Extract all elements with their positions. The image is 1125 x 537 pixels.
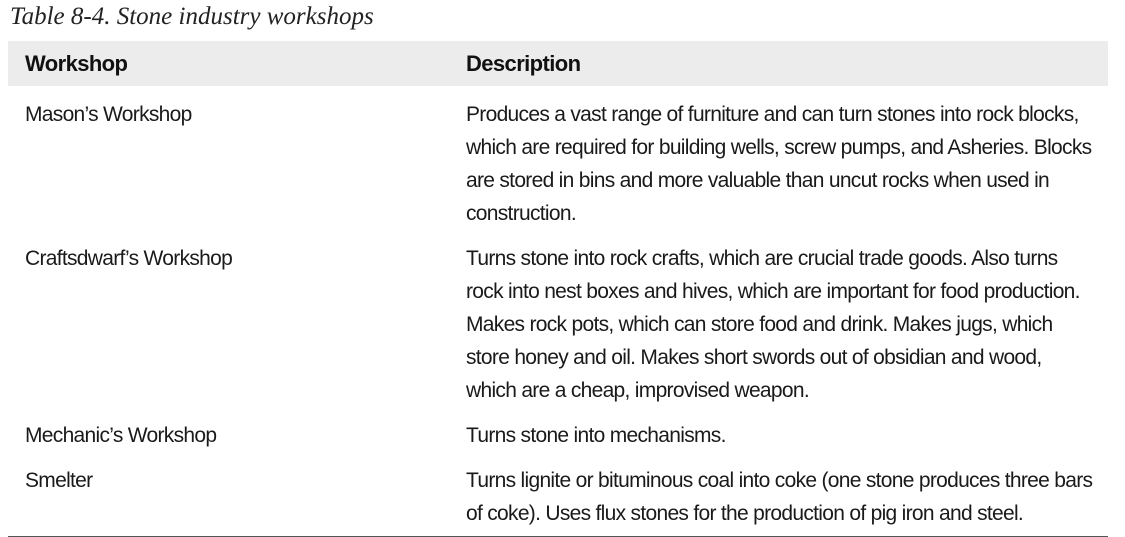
- description-cell: Turns stone into mechanisms.: [466, 424, 726, 447]
- table-row: Mechanic’s Workshop Turns stone into mec…: [8, 407, 1108, 452]
- column-header-workshop: Workshop: [25, 51, 128, 76]
- workshops-table: Workshop Description Mason’s Workshop Pr…: [8, 41, 1108, 537]
- table-caption: Table 8-4. Stone industry workshops: [10, 3, 374, 30]
- table-row: Craftsdwarf’s Workshop Turns stone into …: [8, 230, 1108, 407]
- table-body: Mason’s Workshop Produces a vast range o…: [8, 86, 1108, 537]
- table-header: Workshop Description: [8, 41, 1108, 86]
- description-cell: Produces a vast range of furniture and c…: [466, 103, 1092, 225]
- workshop-cell: Craftsdwarf’s Workshop: [25, 247, 233, 270]
- table-row: Smelter Turns lignite or bituminous coal…: [8, 452, 1108, 530]
- description-cell: Turns stone into rock crafts, which are …: [466, 247, 1081, 402]
- workshop-cell: Mason’s Workshop: [25, 103, 192, 126]
- table-row: Mason’s Workshop Produces a vast range o…: [8, 86, 1108, 230]
- column-header-description: Description: [466, 51, 581, 76]
- workshop-cell: Mechanic’s Workshop: [25, 424, 217, 447]
- workshop-cell: Smelter: [25, 469, 93, 492]
- description-cell: Turns lignite or bituminous coal into co…: [466, 469, 1093, 525]
